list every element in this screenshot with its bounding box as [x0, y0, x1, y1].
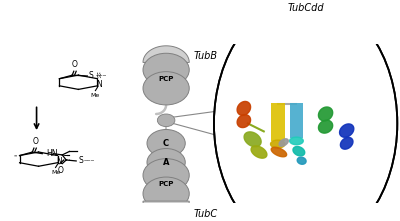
Text: S: S	[88, 72, 93, 80]
Ellipse shape	[147, 130, 185, 157]
Text: N: N	[96, 80, 102, 89]
Ellipse shape	[143, 177, 189, 210]
Text: TubB: TubB	[194, 51, 218, 61]
Text: TubCdd: TubCdd	[287, 3, 324, 13]
Polygon shape	[237, 101, 250, 115]
Ellipse shape	[143, 72, 189, 105]
Ellipse shape	[157, 114, 175, 127]
Polygon shape	[271, 147, 287, 157]
Text: Me: Me	[51, 170, 60, 175]
Polygon shape	[318, 107, 333, 121]
Ellipse shape	[143, 53, 189, 87]
Text: C: C	[163, 139, 169, 148]
Polygon shape	[143, 201, 189, 218]
Polygon shape	[340, 137, 353, 149]
Polygon shape	[237, 115, 250, 128]
Text: **: **	[14, 154, 18, 158]
Polygon shape	[270, 140, 285, 148]
Text: A: A	[163, 158, 169, 167]
Polygon shape	[290, 137, 303, 145]
Text: O: O	[58, 166, 64, 175]
Text: ⌇⌇: ⌇⌇	[96, 73, 103, 79]
Text: N: N	[57, 157, 62, 166]
Text: S: S	[78, 156, 83, 166]
Text: PCP: PCP	[158, 76, 174, 82]
Polygon shape	[318, 120, 333, 133]
Polygon shape	[143, 46, 189, 63]
Polygon shape	[297, 157, 306, 164]
Polygon shape	[251, 146, 267, 158]
Polygon shape	[244, 132, 261, 147]
Polygon shape	[340, 124, 354, 137]
Text: O: O	[32, 137, 38, 146]
Polygon shape	[290, 103, 303, 138]
Ellipse shape	[214, 0, 397, 221]
Ellipse shape	[143, 159, 189, 192]
Text: Me: Me	[91, 93, 100, 98]
Text: O: O	[72, 60, 78, 69]
Ellipse shape	[147, 149, 185, 176]
Text: TubC: TubC	[194, 210, 218, 219]
Text: HN: HN	[46, 149, 58, 158]
Text: PCP: PCP	[158, 181, 174, 187]
Text: ....: ....	[64, 156, 70, 161]
Polygon shape	[270, 103, 285, 141]
Text: ~~~: ~~~	[84, 158, 95, 163]
Polygon shape	[293, 147, 305, 156]
Polygon shape	[279, 139, 288, 146]
Text: ~~~: ~~~	[95, 73, 106, 78]
